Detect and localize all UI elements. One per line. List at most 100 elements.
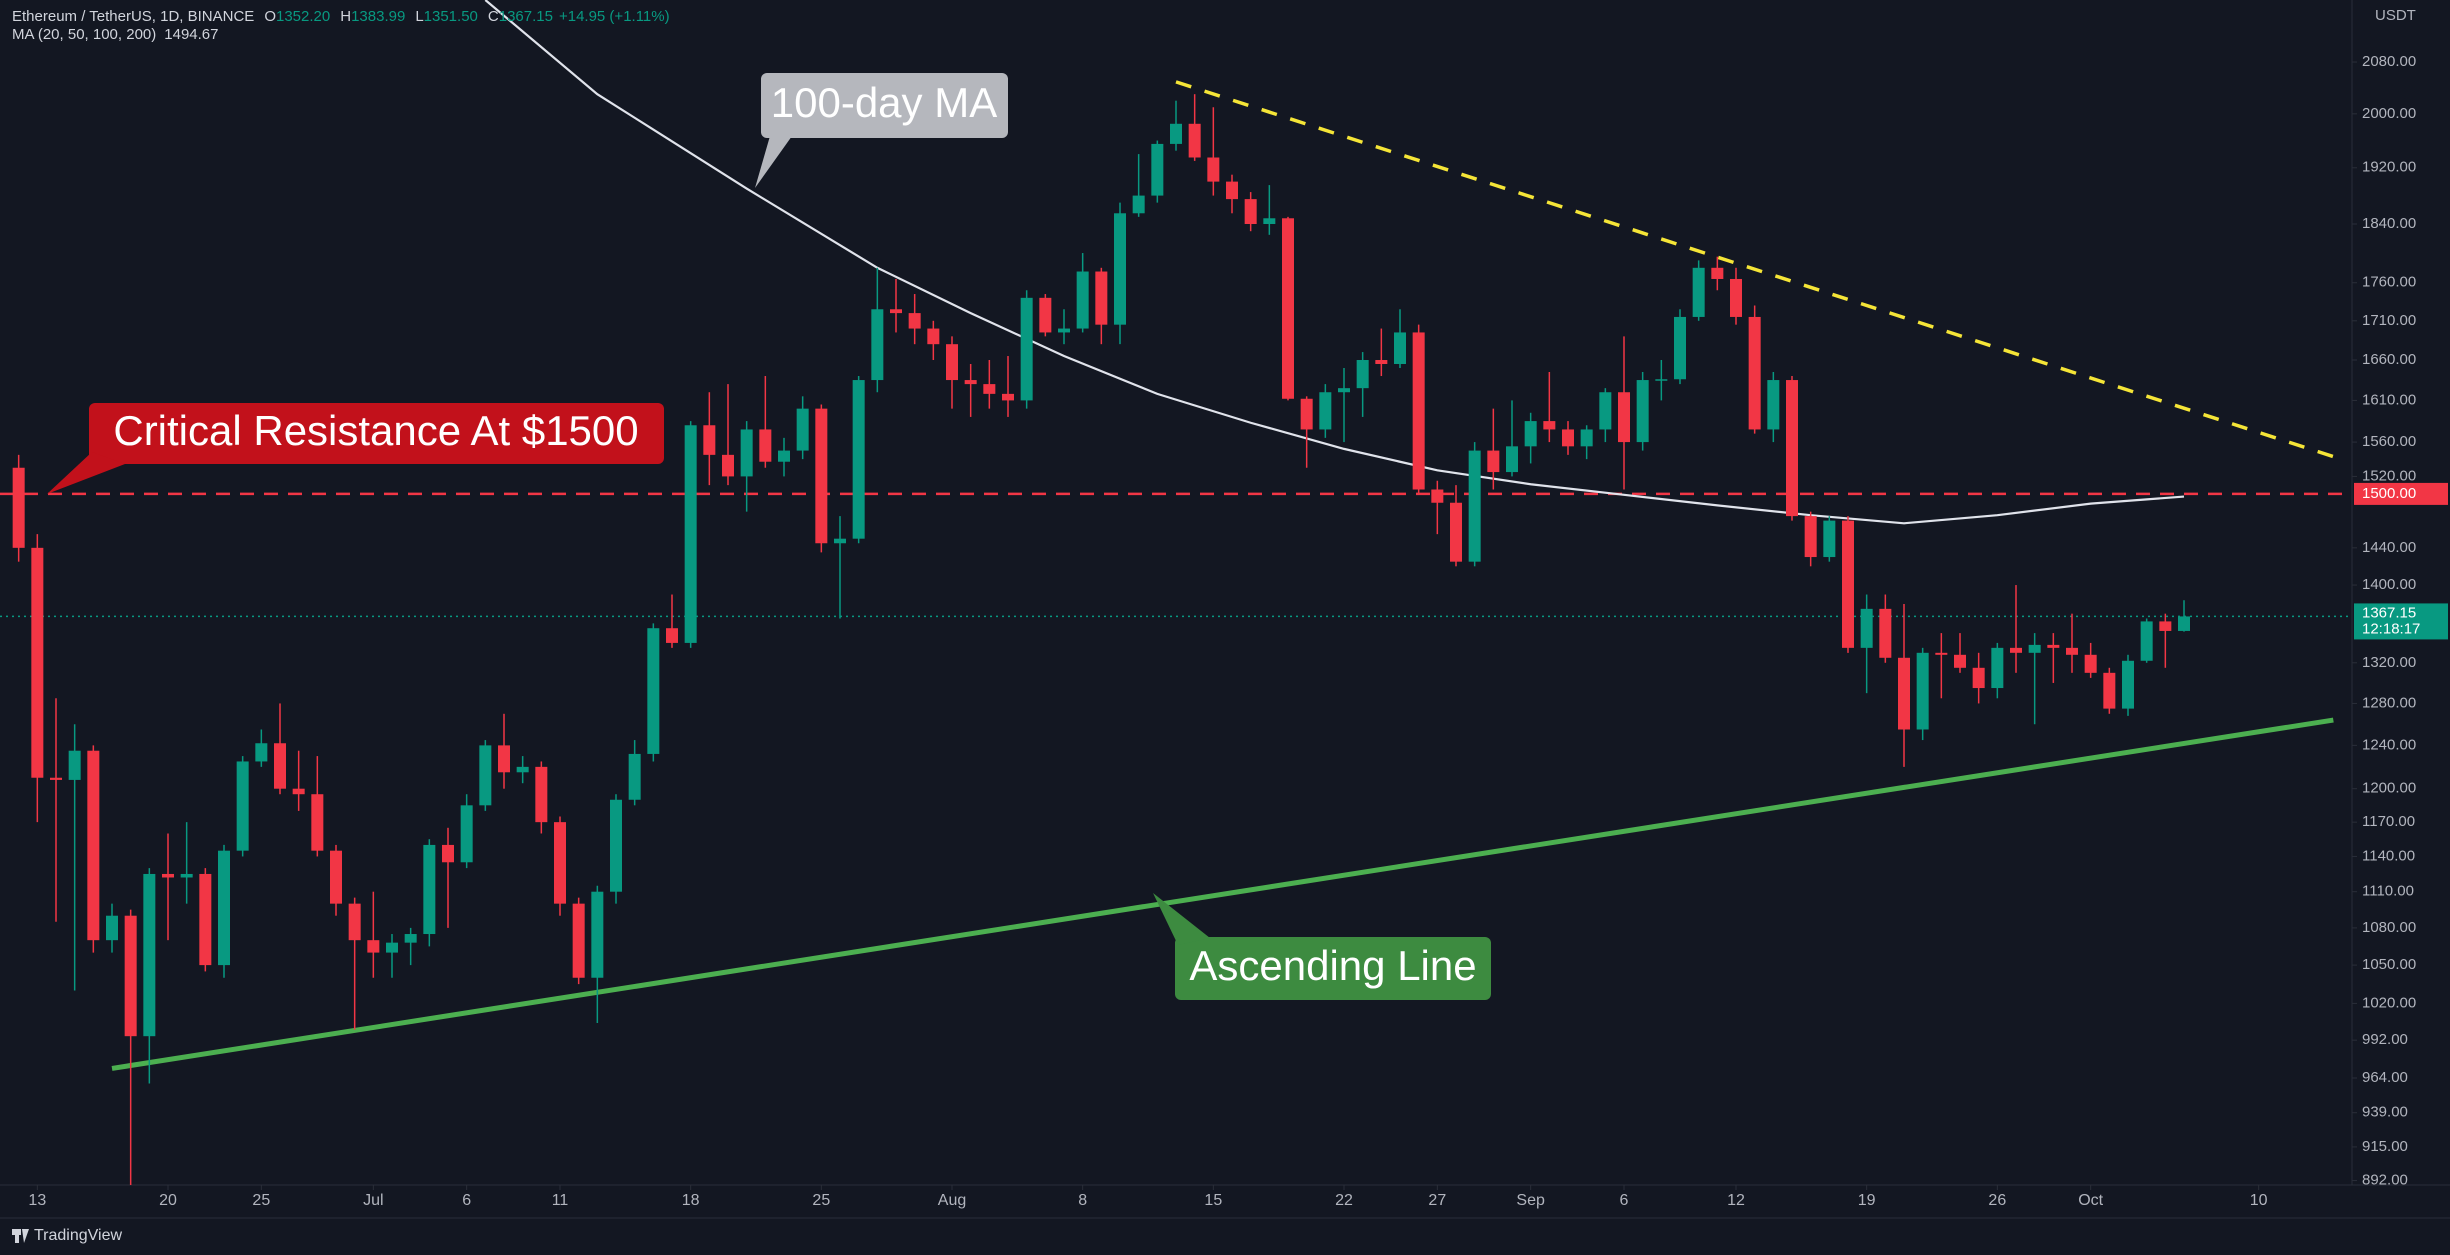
- support-annotation-box: [1175, 937, 1491, 1000]
- candle-body: [479, 745, 492, 806]
- candle-body: [1898, 657, 1910, 730]
- x-tick-label: 25: [812, 1192, 830, 1209]
- candle-body: [759, 429, 772, 462]
- candle-body: [1823, 520, 1836, 558]
- candle-body: [815, 408, 828, 544]
- support-trendline: [111, 717, 2334, 1071]
- candle-body: [1394, 332, 1406, 364]
- candle-body: [143, 873, 156, 1037]
- candle-body: [218, 850, 230, 966]
- candle-body: [1842, 520, 1854, 648]
- candle-body: [1375, 360, 1388, 364]
- candle-body: [554, 822, 566, 904]
- candle-body: [1338, 388, 1350, 393]
- currency-label: USDT: [2375, 7, 2416, 24]
- x-tick-label: 13: [28, 1192, 46, 1209]
- candle-body: [2066, 647, 2078, 655]
- candle-body: [1319, 392, 1332, 430]
- x-tick-label: 18: [682, 1192, 700, 1209]
- candle-body: [1991, 647, 2004, 689]
- candle-body: [1132, 195, 1145, 214]
- x-tick-label: 20: [159, 1192, 177, 1209]
- header-line: Ethereum / TetherUS, 1D, BINANCE O1352.20…: [12, 8, 670, 25]
- ma-annotation-box: [761, 73, 1008, 138]
- y-tick-label: 1320.00: [2362, 654, 2416, 671]
- candle-body: [1076, 271, 1089, 329]
- candle-body: [1226, 181, 1238, 200]
- candle-body: [1692, 267, 1705, 317]
- candle-body: [1655, 379, 1668, 381]
- candle-body: [1804, 516, 1817, 558]
- candle-body: [124, 915, 137, 1037]
- resistance-price-label: 1500.00: [2362, 485, 2416, 502]
- candle-body: [2028, 644, 2041, 653]
- countdown-label: 12:18:17: [2362, 620, 2420, 637]
- candle-body: [1972, 667, 1985, 689]
- candle-body: [852, 380, 865, 539]
- candle-body: [740, 429, 753, 477]
- x-tick-label: 19: [1858, 1192, 1876, 1209]
- candle-body: [1580, 429, 1593, 447]
- ohlc-key: H: [340, 8, 351, 25]
- candle-body: [1730, 278, 1742, 317]
- last-price-box: [2354, 603, 2448, 640]
- y-tick-label: 2000.00: [2362, 105, 2416, 122]
- ohlc-key: O: [264, 8, 276, 25]
- candle-body: [796, 408, 809, 451]
- x-tick-label: Aug: [938, 1192, 966, 1209]
- candle-body: [1468, 450, 1481, 562]
- candle-body: [367, 940, 380, 953]
- candle-body: [460, 805, 473, 863]
- resistance-price-box: [2354, 482, 2448, 505]
- ma-annotation: 100-day MA: [771, 79, 997, 126]
- candle-body: [1170, 123, 1182, 144]
- candle-body: [1002, 393, 1014, 401]
- candle-body: [1188, 123, 1201, 158]
- candle-body: [31, 547, 44, 778]
- y-tick-label: 1760.00: [2362, 274, 2416, 291]
- candle-body: [890, 309, 902, 314]
- candle-body: [348, 903, 361, 941]
- candle-body: [1058, 328, 1070, 333]
- x-tick-label: 10: [2250, 1192, 2268, 1209]
- indicator-name: MA (20, 50, 100, 200): [12, 26, 156, 43]
- candle-body: [722, 454, 734, 477]
- candle-body: [1244, 199, 1257, 225]
- candle-body: [628, 753, 641, 800]
- candle-body: [1300, 398, 1313, 430]
- candle-body: [1879, 608, 1892, 658]
- candle-body: [2178, 616, 2190, 631]
- candle-body: [591, 891, 604, 978]
- candle-body: [1674, 316, 1686, 380]
- candle-body: [834, 538, 846, 544]
- y-tick-label: 915.00: [2362, 1138, 2408, 1155]
- candle-body: [983, 384, 996, 394]
- last-price-label: 1367.15: [2362, 604, 2416, 621]
- candle-body: [442, 844, 454, 863]
- candle-body: [50, 777, 62, 780]
- candle-body: [684, 425, 697, 643]
- candle-body: [2103, 672, 2116, 709]
- candle-body: [703, 425, 716, 455]
- indicator-value: 1494.67: [164, 26, 218, 43]
- candle-body: [1748, 316, 1761, 430]
- candle-body: [2122, 660, 2134, 709]
- candle-body: [1618, 392, 1630, 443]
- candle-body: [12, 467, 25, 548]
- y-tick-label: 1170.00: [2362, 813, 2415, 830]
- candle-body: [1543, 421, 1556, 430]
- x-tick-label: Sep: [1516, 1192, 1545, 1209]
- candle-body: [2084, 654, 2097, 673]
- candle-body: [1020, 297, 1033, 401]
- y-tick-label: 892.00: [2362, 1172, 2408, 1189]
- candle-body: [1412, 332, 1425, 490]
- candle-body: [2047, 644, 2060, 648]
- candle-body: [386, 942, 398, 953]
- y-tick-label: 1400.00: [2362, 576, 2416, 593]
- ohlc-value: 1352.20: [276, 8, 330, 25]
- x-tick-label: Jul: [363, 1192, 383, 1209]
- y-tick-label: 1240.00: [2362, 736, 2416, 753]
- y-tick-label: 1200.00: [2362, 780, 2416, 797]
- x-tick-label: 22: [1335, 1192, 1353, 1209]
